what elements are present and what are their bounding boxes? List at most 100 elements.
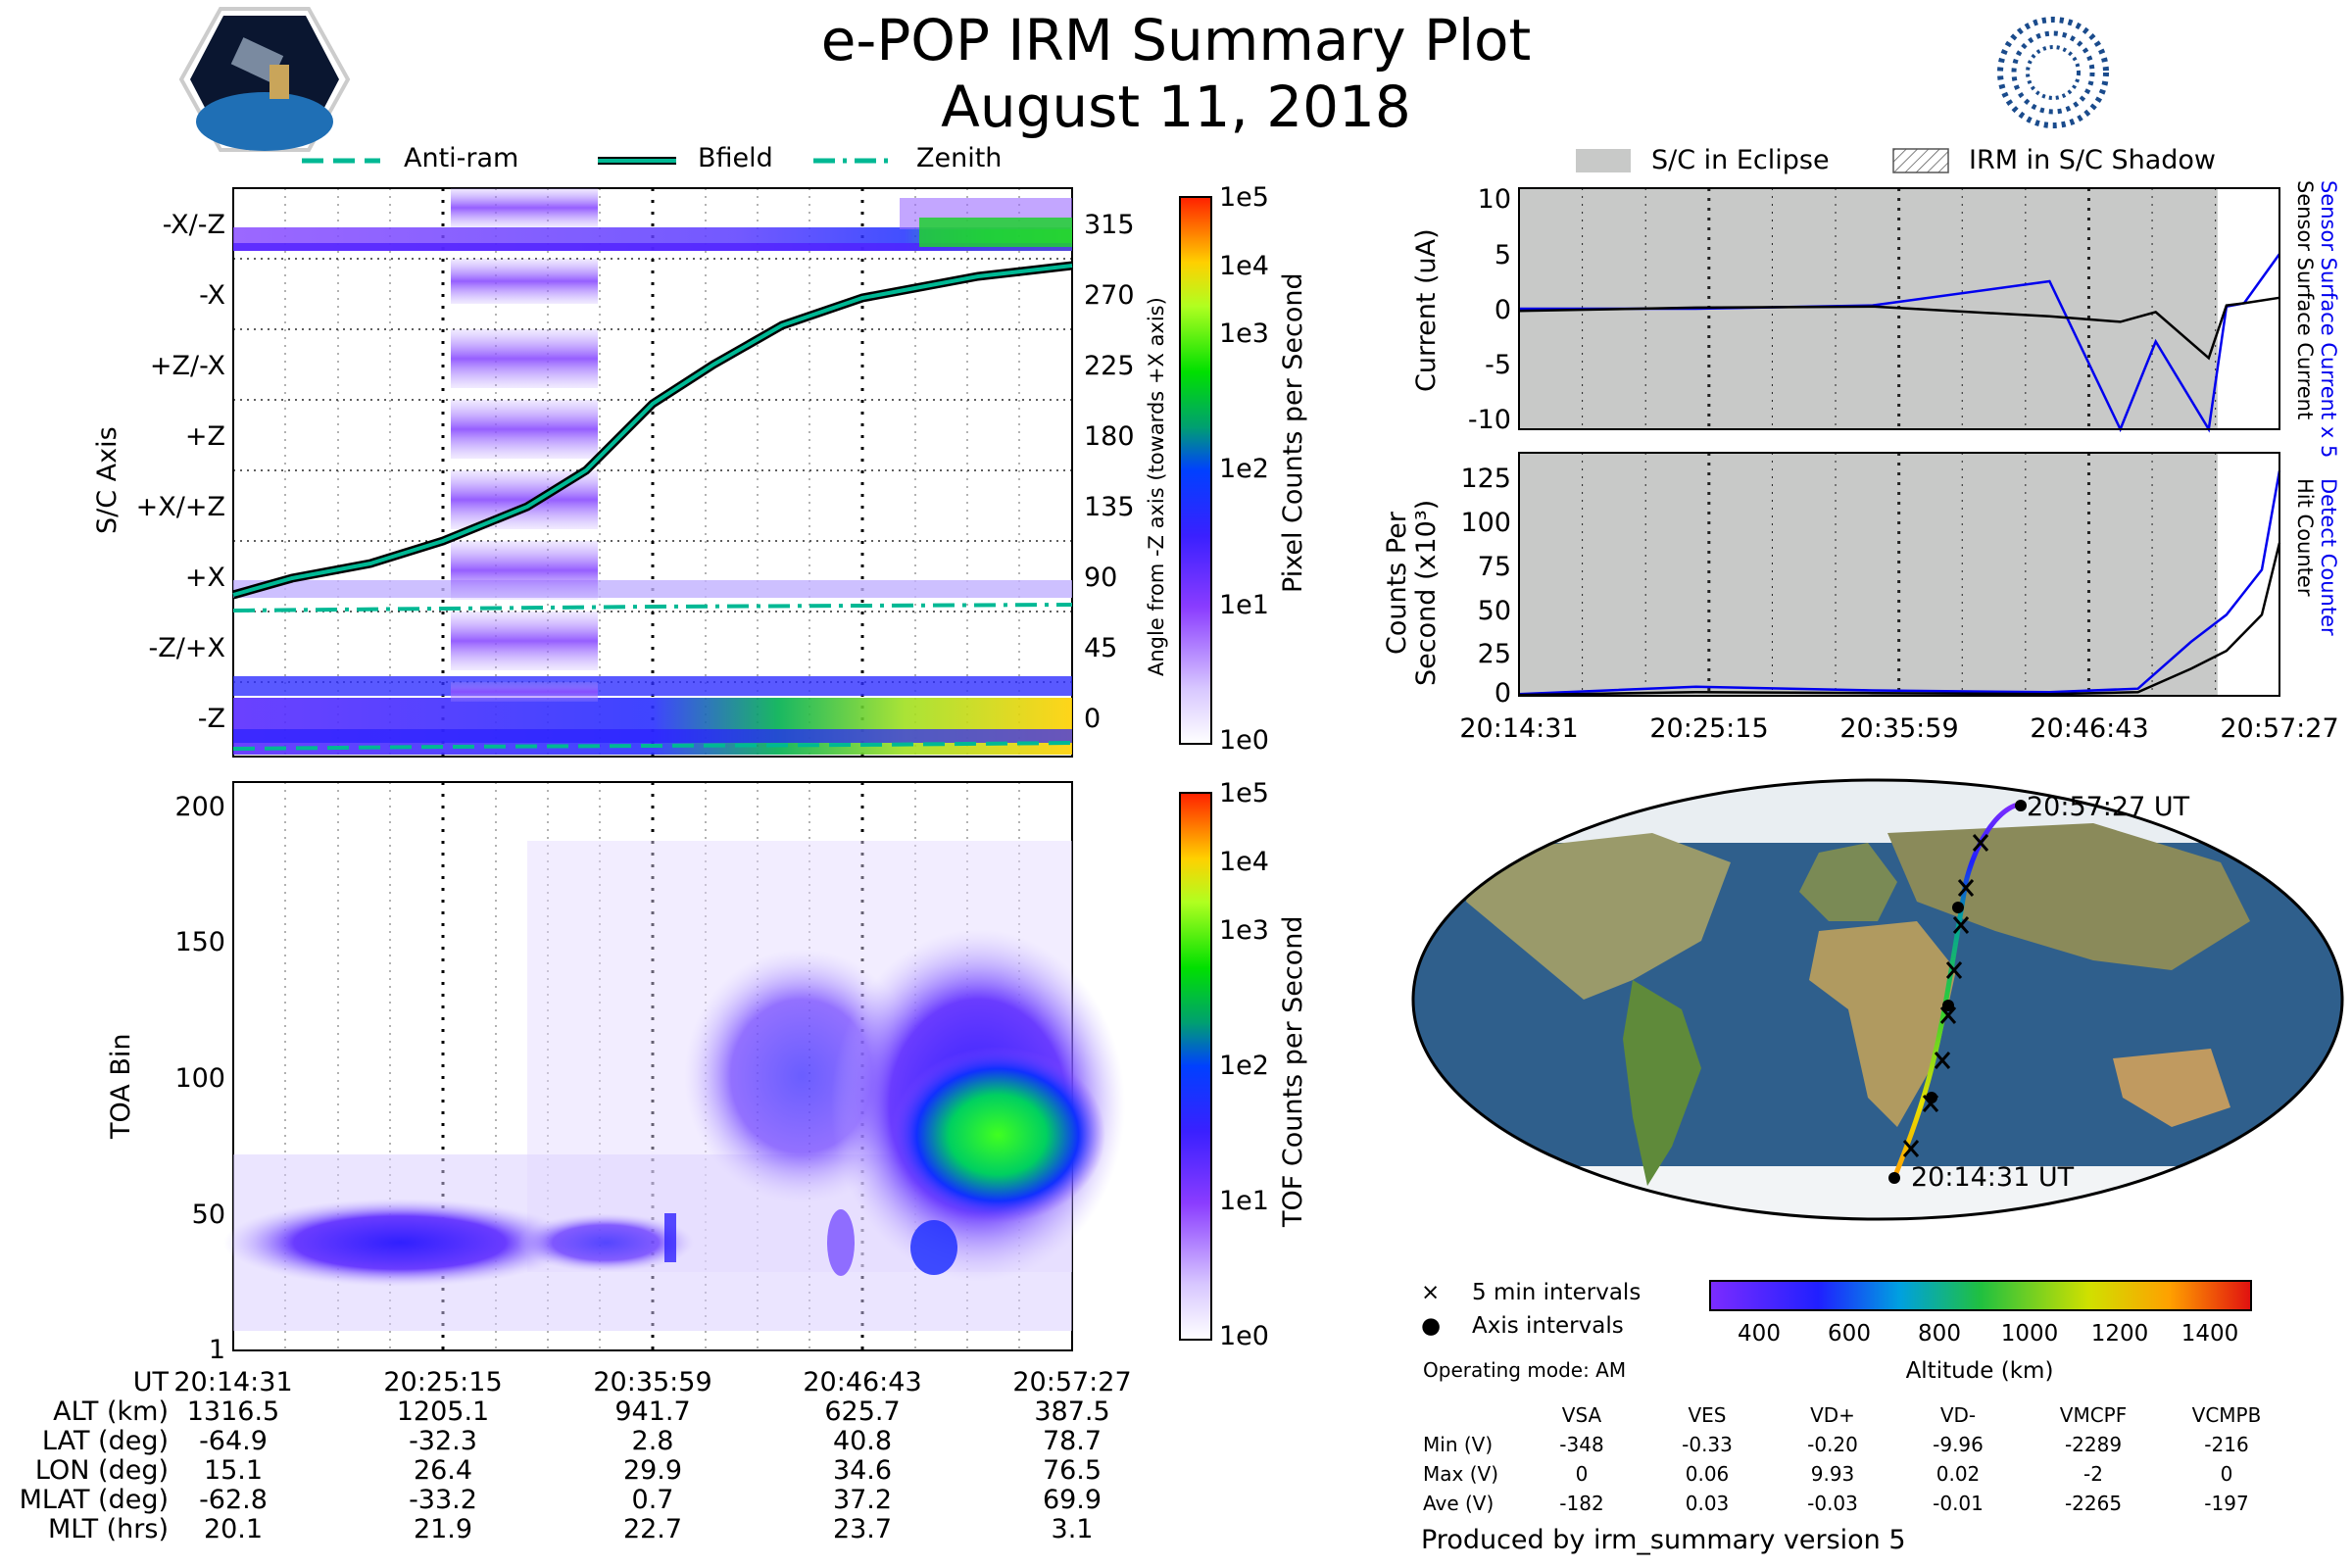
toa-ytick: 200 (174, 792, 225, 822)
legend-bfield: Bfield (698, 143, 773, 173)
legend-axis-intervals: Axis intervals (1472, 1313, 1624, 1339)
eph-cell: 21.9 (413, 1514, 473, 1544)
counts-ytick: 50 (1477, 596, 1511, 626)
counts-xtick: 20:46:43 (2030, 713, 2149, 744)
world-map (1411, 778, 2344, 1221)
cbar-tick: 1e2 (1219, 454, 1269, 484)
volt-cell: -0.01 (1933, 1492, 1984, 1515)
eph-cell: -33.2 (409, 1485, 477, 1515)
legend-shadow: IRM in S/C Shadow (1969, 145, 2217, 175)
eph-cell: 76.5 (1042, 1455, 1102, 1486)
eph-cell: 20:25:15 (383, 1367, 503, 1397)
angle-tick: 270 (1084, 280, 1135, 311)
esa-logo (1997, 17, 2109, 128)
eph-row-label: LON (deg) (34, 1455, 169, 1486)
eph-cell: 941.7 (614, 1396, 691, 1427)
series-line-0 (1518, 470, 2281, 696)
eph-cell: 20:57:27 (1012, 1367, 1132, 1397)
cross-marker-icon: × (1421, 1280, 1441, 1305)
counts-ylabel-2: Second (x10³) (1411, 499, 1442, 686)
volt-cell: -2265 (2064, 1492, 2123, 1515)
volt-cell: -0.20 (1807, 1433, 1858, 1456)
eph-cell: 15.1 (203, 1455, 264, 1486)
plot-frame (1518, 452, 2280, 697)
axis-ytick: +X/+Z (135, 492, 225, 522)
volt-cell: -2289 (2064, 1433, 2123, 1456)
eph-cell: 22.7 (622, 1514, 683, 1544)
cbar2-tick: 1e0 (1219, 1321, 1269, 1351)
alt-tick: 600 (1828, 1321, 1871, 1347)
toa-heatmap (223, 781, 1125, 1351)
volt-header: VES (1688, 1403, 1727, 1427)
volt-cell: 0 (1575, 1462, 1589, 1486)
current-plot (1518, 187, 2281, 433)
eph-cell: 34.6 (832, 1455, 893, 1486)
alt-tick: 1400 (2180, 1321, 2239, 1347)
axis-ytick: +Z (184, 421, 225, 452)
eph-cell: 78.7 (1042, 1426, 1102, 1456)
zenith-line (232, 603, 1073, 612)
toa-ylabel: TOA Bin (106, 1033, 136, 1139)
operating-mode: Operating mode: AM (1423, 1358, 1627, 1382)
volt-cell: -182 (1559, 1492, 1604, 1515)
alt-colorbar-label: Altitude (km) (1905, 1358, 2054, 1384)
eph-cell: -64.9 (199, 1426, 268, 1456)
eph-cell: 69.9 (1042, 1485, 1102, 1515)
eph-cell: 40.8 (832, 1426, 893, 1456)
counts-plot (1518, 452, 2281, 697)
current-right-label-blue: Sensor Surface Current x 5 (2317, 180, 2340, 459)
eph-cell: 23.7 (832, 1514, 893, 1544)
eph-cell: -62.8 (199, 1485, 268, 1515)
eph-cell: 20.1 (203, 1514, 264, 1544)
cbar-tick: 1e0 (1219, 725, 1269, 756)
volt-row-label: Max (V) (1423, 1462, 1498, 1486)
eph-cell: 3.1 (1051, 1514, 1094, 1544)
eph-cell: 26.4 (413, 1455, 473, 1486)
eph-row-label: ALT (km) (53, 1396, 169, 1427)
volt-cell: -0.33 (1682, 1433, 1733, 1456)
angle-tick: 0 (1084, 704, 1102, 734)
current-right-label-black: Sensor Surface Current (2293, 180, 2317, 420)
volt-header: VCMPB (2191, 1403, 2262, 1427)
eph-cell: 37.2 (832, 1485, 893, 1515)
series-line-1 (1518, 542, 2281, 697)
volt-header: VMCPF (2059, 1403, 2128, 1427)
counts-right-label-blue: Detect Counter (2317, 478, 2340, 636)
page-title: e-POP IRM Summary Plot (820, 7, 1532, 74)
eph-cell: 0.7 (631, 1485, 674, 1515)
eph-cell: 387.5 (1034, 1396, 1110, 1427)
cbar-tick: 1e5 (1219, 182, 1269, 213)
eclipse-region (1519, 453, 2218, 696)
angle-tick: 180 (1084, 421, 1135, 452)
tof-colorbar (1179, 792, 1212, 1341)
legend-5min: 5 min intervals (1472, 1280, 1642, 1305)
toa-ytick: 50 (191, 1200, 225, 1230)
cbar-tick: 1e1 (1219, 590, 1269, 620)
volt-header: VD+ (1810, 1403, 1855, 1427)
anti-ram-line (232, 741, 1073, 751)
current-ytick: 5 (1494, 240, 1511, 270)
volt-cell: 0.06 (1685, 1462, 1730, 1486)
axis-ytick: -Z (197, 704, 225, 734)
counts-ytick: 75 (1477, 552, 1511, 582)
counts-right-label-black: Hit Counter (2293, 478, 2317, 597)
pixel-cbar-label: Pixel Counts per Second (1278, 272, 1308, 593)
eph-cell: 20:14:31 (173, 1367, 293, 1397)
legend-left (302, 157, 892, 165)
series-line-1 (1518, 296, 2280, 361)
volt-cell: -0.03 (1807, 1492, 1858, 1515)
volt-cell: 0.03 (1685, 1492, 1730, 1515)
counts-ytick: 100 (1460, 508, 1511, 538)
volt-header: VSA (1561, 1403, 1602, 1427)
legend-eclipse: S/C in Eclipse (1651, 145, 1830, 175)
volt-cell: -348 (1559, 1433, 1604, 1456)
counts-ytick: 0 (1494, 678, 1511, 709)
volt-cell: 0 (2220, 1462, 2233, 1486)
cbar2-tick: 1e5 (1219, 778, 1269, 808)
current-ytick: 0 (1494, 295, 1511, 325)
cbar2-tick: 1e4 (1219, 847, 1269, 877)
counts-ytick: 25 (1477, 639, 1511, 669)
angle-tick: 315 (1084, 210, 1135, 240)
footer-credit: Produced by irm_summary version 5 (1421, 1525, 1906, 1555)
counts-xtick: 20:25:15 (1649, 713, 1769, 744)
